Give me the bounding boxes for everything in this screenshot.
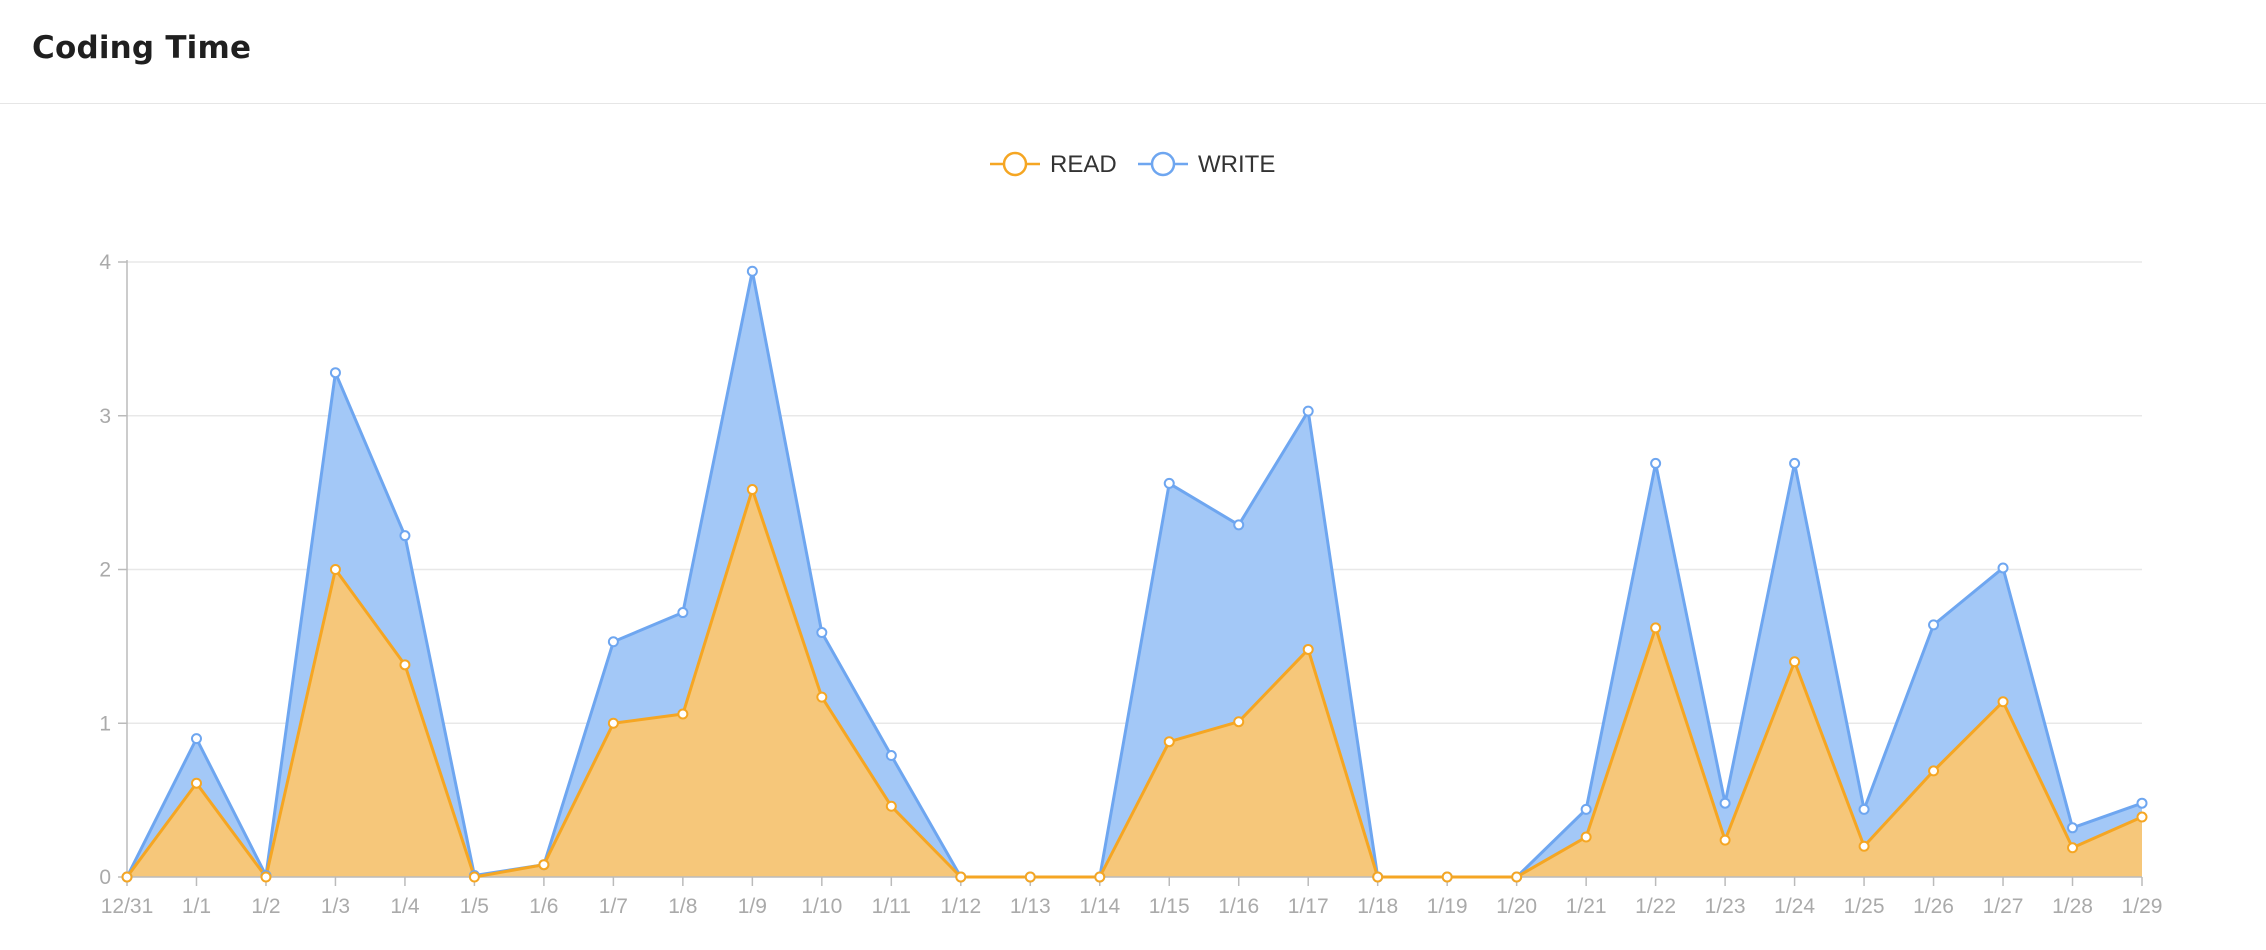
read-point[interactable]: [955, 871, 967, 883]
x-tick-label: 1/10: [801, 895, 842, 918]
read-point[interactable]: [607, 717, 619, 729]
x-tick-label: 1/2: [251, 895, 280, 918]
read-point[interactable]: [1997, 696, 2009, 708]
legend-write-marker-icon[interactable]: [1150, 151, 1176, 177]
read-point[interactable]: [260, 871, 272, 883]
write-point[interactable]: [399, 530, 411, 542]
write-point[interactable]: [1789, 457, 1801, 469]
read-point[interactable]: [1372, 871, 1384, 883]
x-tick-label: 1/12: [940, 895, 981, 918]
x-tick-label: 1/5: [460, 895, 489, 918]
read-point[interactable]: [190, 777, 202, 789]
read-point[interactable]: [1719, 834, 1731, 846]
legend-read-marker-icon[interactable]: [1002, 151, 1028, 177]
write-point[interactable]: [1650, 457, 1662, 469]
write-point[interactable]: [746, 265, 758, 277]
legend-write-label[interactable]: WRITE: [1198, 151, 1275, 178]
read-point[interactable]: [1163, 736, 1175, 748]
y-tick-label: 3: [99, 405, 111, 428]
write-point[interactable]: [1928, 619, 1940, 631]
x-tick-label: 1/23: [1705, 895, 1746, 918]
read-area: [127, 489, 2142, 877]
y-tick-label: 0: [99, 866, 111, 889]
x-tick-label: 1/20: [1496, 895, 1537, 918]
read-point[interactable]: [1094, 871, 1106, 883]
write-point[interactable]: [2136, 797, 2148, 809]
x-tick-label: 1/26: [1913, 895, 1954, 918]
x-tick-label: 1/16: [1218, 895, 1259, 918]
write-point[interactable]: [1580, 803, 1592, 815]
write-point[interactable]: [1719, 797, 1731, 809]
write-point[interactable]: [190, 733, 202, 745]
x-tick-label: 1/21: [1566, 895, 1607, 918]
x-tick-label: 1/24: [1774, 895, 1815, 918]
read-point[interactable]: [1511, 871, 1523, 883]
read-point[interactable]: [1858, 840, 1870, 852]
read-point[interactable]: [1650, 622, 1662, 634]
read-point[interactable]: [1789, 656, 1801, 668]
x-tick-label: 1/1: [182, 895, 211, 918]
read-point[interactable]: [468, 871, 480, 883]
x-tick-label: 1/8: [668, 895, 697, 918]
write-point[interactable]: [1233, 519, 1245, 531]
x-tick-label: 1/15: [1149, 895, 1190, 918]
x-tick-label: 1/11: [872, 895, 911, 918]
x-tick-label: 1/18: [1357, 895, 1398, 918]
read-line: [125, 488, 2143, 879]
read-point[interactable]: [538, 859, 550, 871]
read-point[interactable]: [399, 659, 411, 671]
x-tick-label: 1/13: [1010, 895, 1051, 918]
y-tick-label: 2: [99, 559, 111, 582]
write-area: [127, 271, 2142, 878]
write-point[interactable]: [677, 607, 689, 619]
write-line: [125, 269, 2143, 879]
x-tick-label: 1/29: [2122, 895, 2163, 918]
x-tick-label: 1/22: [1635, 895, 1676, 918]
read-point[interactable]: [885, 800, 897, 812]
read-point[interactable]: [1580, 831, 1592, 843]
read-point[interactable]: [816, 691, 828, 703]
legend-read-label[interactable]: READ: [1050, 151, 1117, 178]
x-tick-label: 1/7: [599, 895, 628, 918]
x-tick-label: 1/9: [738, 895, 767, 918]
x-tick-label: 1/17: [1288, 895, 1329, 918]
read-point[interactable]: [1024, 871, 1036, 883]
read-point[interactable]: [1302, 643, 1314, 655]
write-point[interactable]: [1302, 405, 1314, 417]
read-point[interactable]: [2067, 842, 2079, 854]
x-tick-label: 1/14: [1079, 895, 1120, 918]
write-point[interactable]: [1163, 477, 1175, 489]
read-point[interactable]: [1441, 871, 1453, 883]
read-point[interactable]: [1928, 765, 1940, 777]
write-point[interactable]: [885, 750, 897, 762]
x-tick-label: 1/4: [390, 895, 420, 918]
read-point[interactable]: [121, 871, 133, 883]
write-point[interactable]: [1858, 803, 1870, 815]
x-tick-label: 1/19: [1427, 895, 1468, 918]
read-point[interactable]: [329, 564, 341, 575]
x-tick-label: 1/6: [529, 895, 558, 918]
x-tick-label: 1/28: [2052, 895, 2093, 918]
write-point[interactable]: [2067, 822, 2079, 834]
write-point[interactable]: [329, 367, 341, 379]
x-tick-label: 12/31: [101, 895, 154, 918]
read-point[interactable]: [746, 484, 758, 496]
read-point[interactable]: [1233, 716, 1245, 728]
card-header: Coding Time: [0, 0, 2266, 104]
x-tick-label: 1/25: [1844, 895, 1885, 918]
read-point[interactable]: [677, 708, 689, 720]
read-point[interactable]: [2136, 811, 2148, 823]
write-point[interactable]: [607, 636, 619, 648]
x-tick-label: 1/27: [1983, 895, 2024, 918]
page-title: Coding Time: [32, 30, 252, 66]
y-tick-label: 4: [99, 251, 111, 274]
x-tick-label: 1/3: [321, 895, 350, 918]
y-tick-label: 1: [99, 712, 111, 735]
write-point[interactable]: [1997, 562, 2009, 574]
write-point[interactable]: [816, 627, 828, 639]
